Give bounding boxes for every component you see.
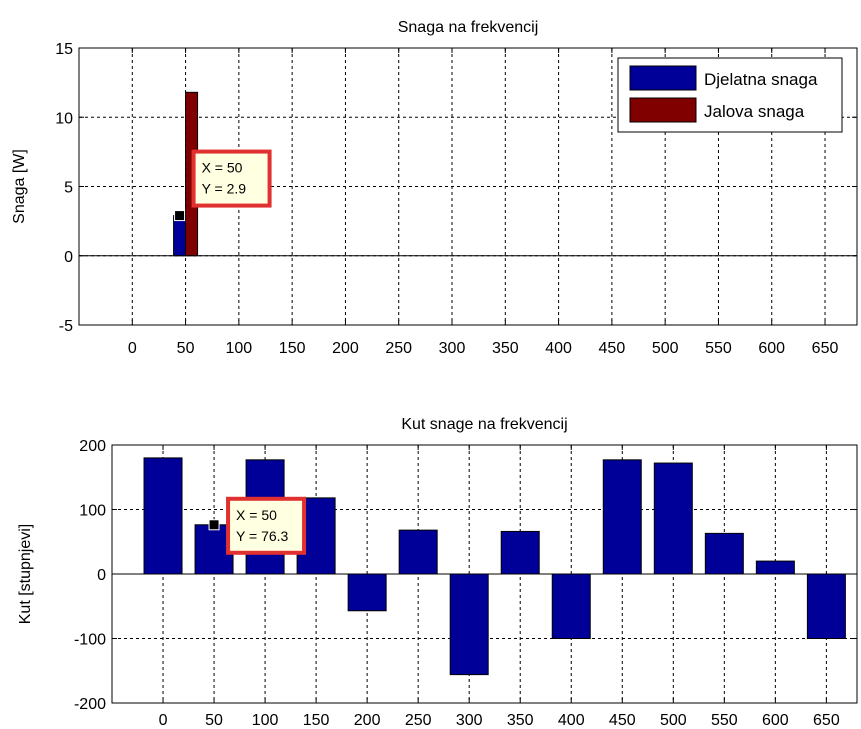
datatip-box (226, 496, 307, 555)
datatip-y-label: Y = 2.9 (202, 181, 247, 197)
bar (755, 560, 795, 575)
bar (398, 529, 438, 575)
chart-title: Kut snage na frekvencij (401, 416, 567, 433)
x-tick-label: 400 (558, 712, 585, 729)
x-tick-label: 550 (711, 712, 738, 729)
y-tick-label: -100 (74, 632, 106, 649)
y-tick-label: 0 (64, 249, 73, 266)
bar (653, 462, 693, 575)
bar (602, 459, 642, 575)
y-tick-label: 100 (79, 503, 106, 520)
y-tick-label: 0 (97, 567, 106, 584)
y-axis-label: Snaga [W] (11, 149, 28, 224)
datatip-y-label: Y = 76.3 (236, 528, 289, 544)
x-tick-label: 100 (226, 340, 253, 357)
y-tick-label: 5 (64, 180, 73, 197)
bar (347, 573, 387, 612)
x-tick-label: 650 (812, 340, 839, 357)
x-tick-label: 200 (354, 712, 381, 729)
bar (704, 532, 744, 575)
bar (449, 573, 489, 676)
bar (551, 573, 591, 639)
x-tick-label: 50 (177, 340, 195, 357)
datatip-x-label: X = 50 (202, 160, 243, 176)
bar (806, 573, 846, 639)
datatip-box (191, 149, 272, 208)
bar (143, 457, 183, 575)
x-tick-label: 350 (492, 340, 519, 357)
x-tick-label: 0 (128, 340, 137, 357)
x-tick-label: 300 (456, 712, 483, 729)
bar (500, 530, 540, 575)
chart-title: Snaga na frekvencij (398, 19, 539, 36)
x-tick-label: 650 (813, 712, 840, 729)
legend-swatch (629, 65, 697, 91)
x-tick-label: 100 (252, 712, 279, 729)
legend-label: Jalova snaga (704, 102, 805, 121)
x-tick-label: 300 (439, 340, 466, 357)
legend-swatch (629, 97, 697, 123)
y-tick-label: -200 (74, 696, 106, 713)
x-tick-label: 250 (385, 340, 412, 357)
x-tick-label: 400 (545, 340, 572, 357)
y-tick-label: 15 (55, 41, 73, 58)
x-tick-label: 450 (609, 712, 636, 729)
y-axis-label: Kut [stupnjevi] (17, 524, 34, 625)
x-tick-label: 200 (332, 340, 359, 357)
x-tick-label: 600 (758, 340, 785, 357)
x-tick-label: 550 (705, 340, 732, 357)
legend: Djelatna snaga Jalova snaga (617, 57, 843, 133)
x-tick-label: 150 (279, 340, 306, 357)
x-tick-label: 150 (303, 712, 330, 729)
x-tick-label: 500 (660, 712, 687, 729)
legend-label: Djelatna snaga (704, 70, 818, 89)
x-tick-label: 450 (599, 340, 626, 357)
chart-2: -200 -100 0 100 200 0 50 100 150 200 250 300 350 400 4… (17, 416, 858, 729)
datatip-x-label: X = 50 (236, 507, 277, 523)
bar (173, 215, 187, 257)
y-tick-label: 200 (79, 438, 106, 455)
datatip-marker[interactable] (174, 210, 186, 222)
datatip[interactable]: X = 50 Y = 76.3 (208, 496, 307, 555)
y-tick-label: 10 (55, 110, 73, 127)
x-tick-label: 600 (762, 712, 789, 729)
datatip-marker[interactable] (208, 519, 220, 531)
datatip[interactable]: X = 50 Y = 2.9 (174, 149, 272, 222)
x-tick-label: 50 (205, 712, 223, 729)
x-tick-label: 250 (405, 712, 432, 729)
y-tick-label: -5 (59, 318, 73, 335)
x-tick-label: 500 (652, 340, 679, 357)
x-tick-label: 350 (507, 712, 534, 729)
x-tick-label: 0 (159, 712, 168, 729)
